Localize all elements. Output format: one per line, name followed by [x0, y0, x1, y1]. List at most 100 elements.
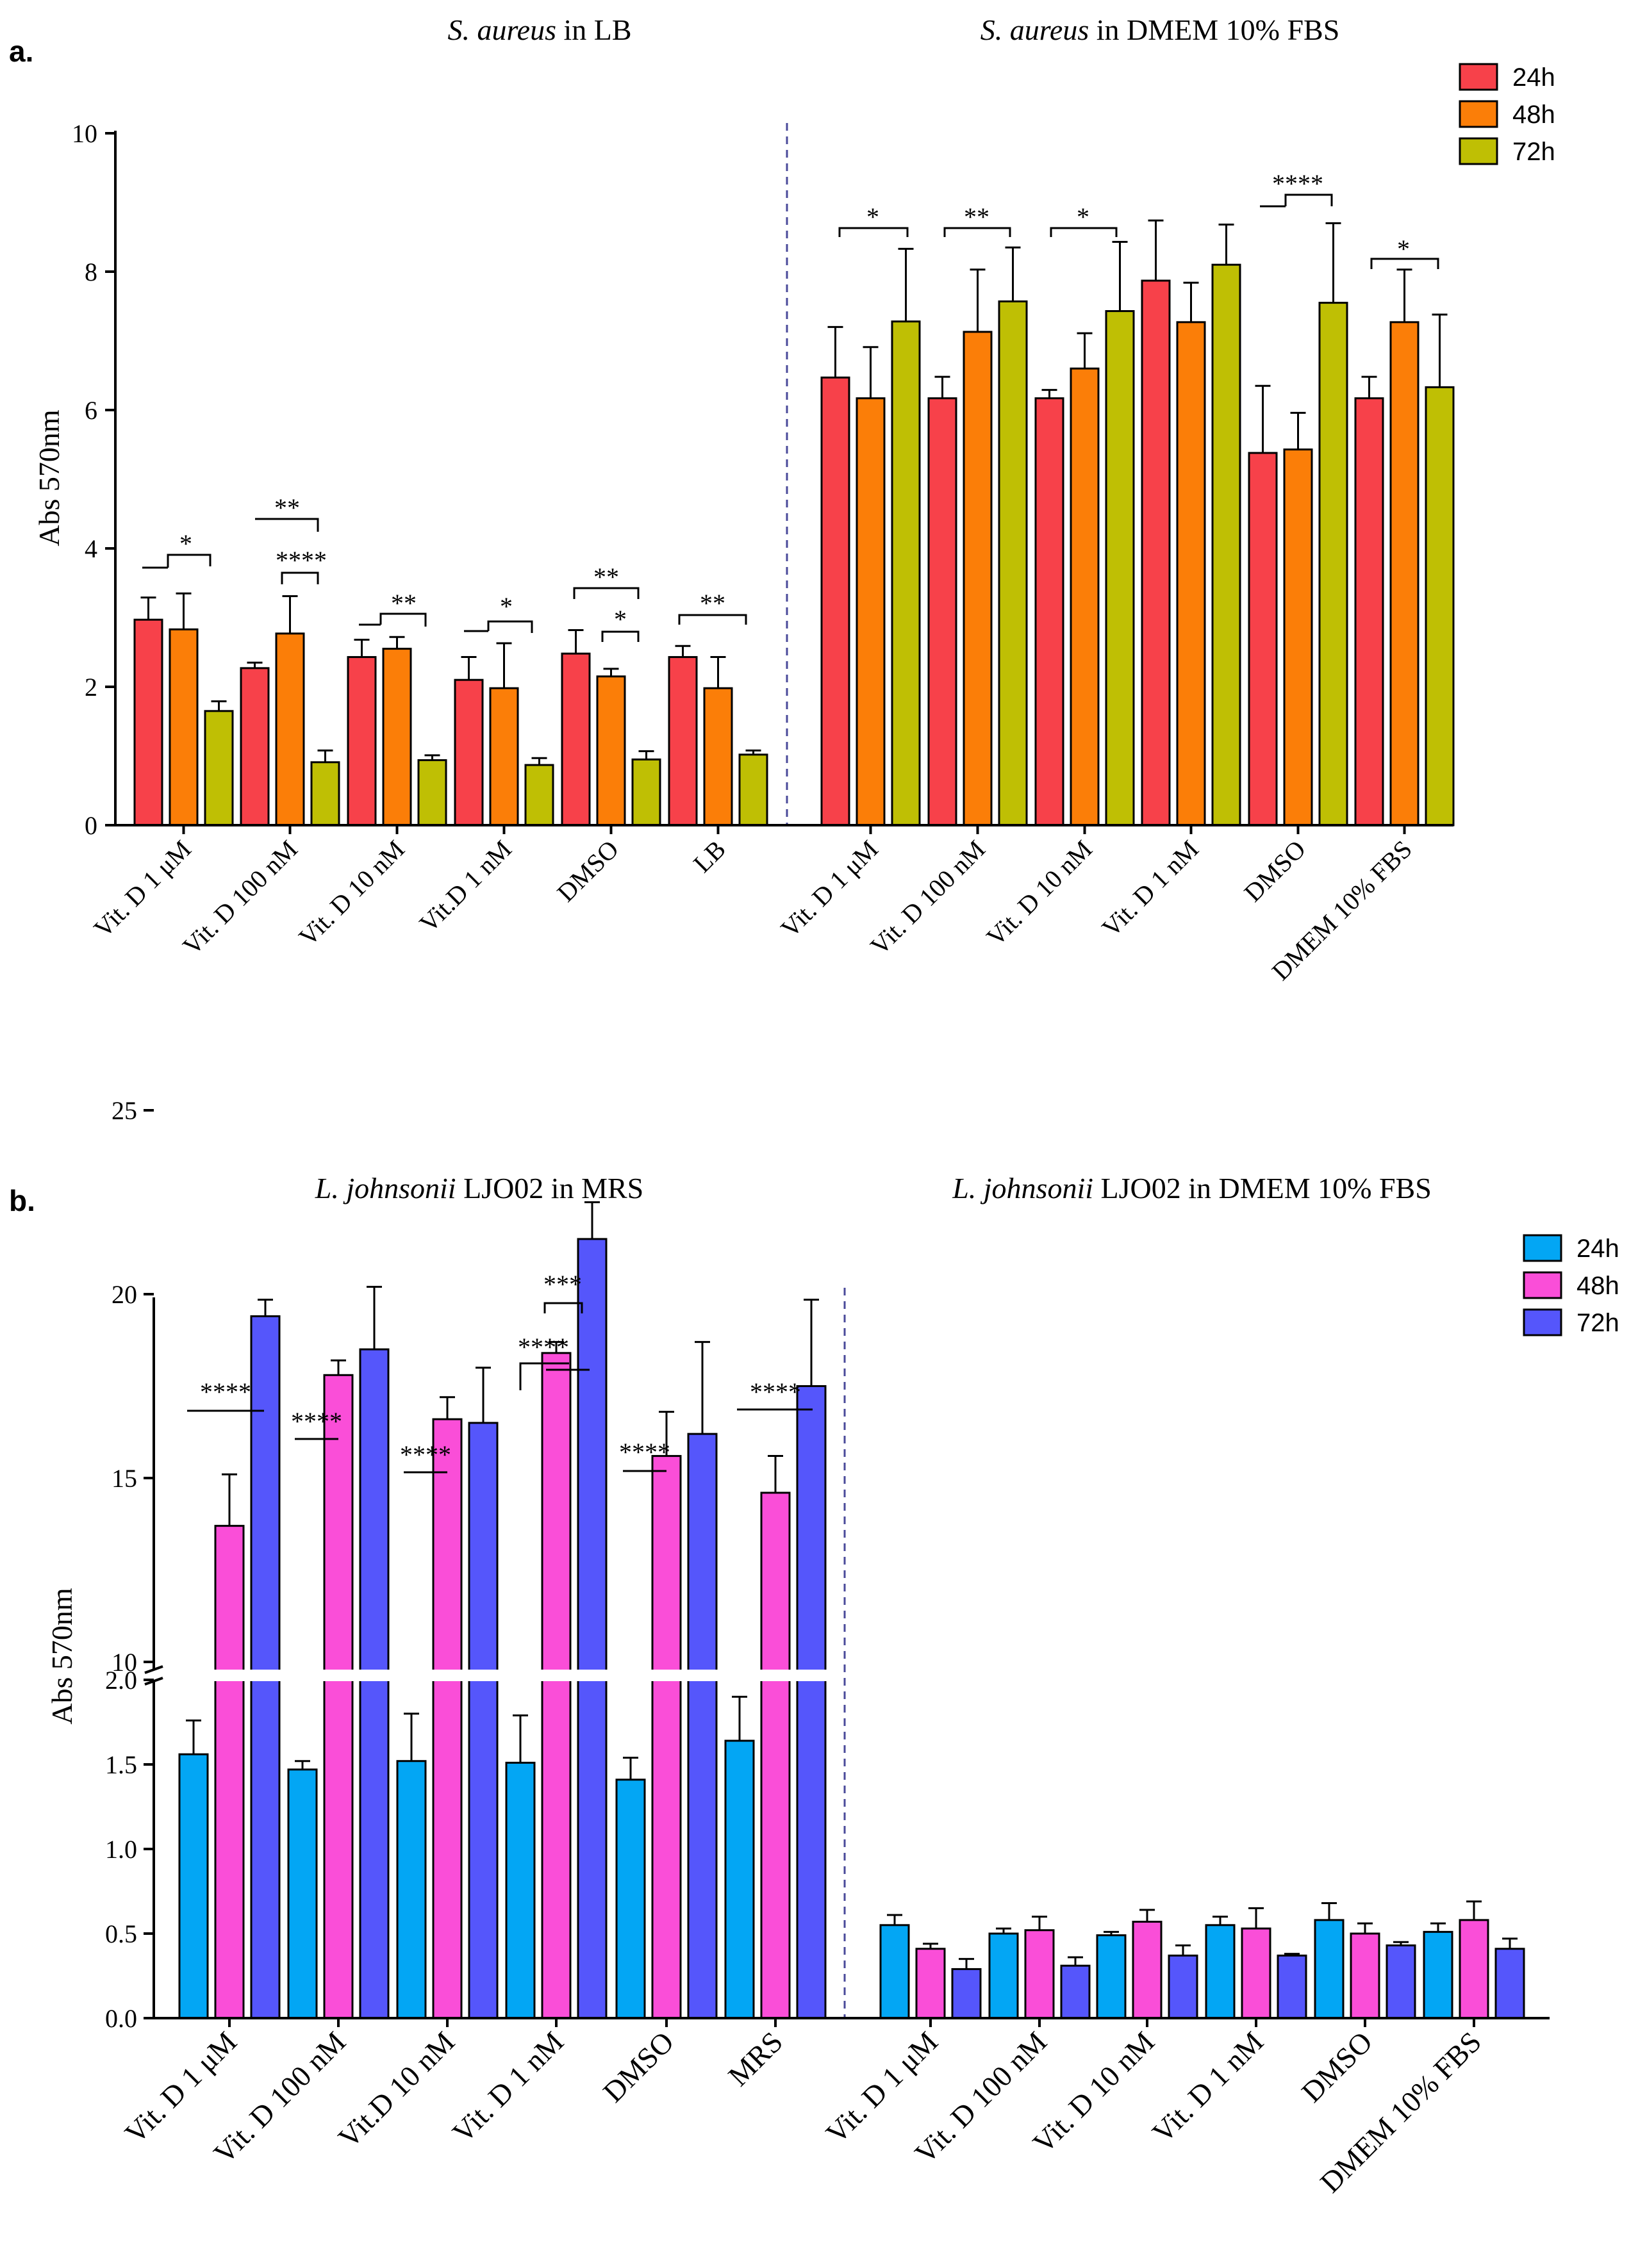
bar-b-0-6 [879, 1924, 910, 2019]
sig-line-a-12-0 [1370, 258, 1439, 269]
xtick-label-a-6: Vit. D 1 μM [775, 835, 883, 943]
bar-b-2-5 [796, 1385, 827, 2019]
sig-label-a-3: ** [391, 589, 417, 618]
bar-b-0-2 [396, 1760, 427, 2019]
bar-a-1-8 [1070, 367, 1100, 826]
sig-line-a-9-0 [943, 227, 1011, 237]
bar-a-0-2 [347, 656, 377, 826]
bar-a-1-3 [489, 687, 519, 826]
sig-label-b-1: **** [291, 1407, 342, 1436]
bar-a-2-6 [891, 320, 921, 826]
bar-b-1-8 [1132, 1921, 1163, 2019]
ytick-label-a-1: 2 [85, 673, 97, 702]
ytick-label-a-0: 0 [85, 811, 97, 840]
bar-a-1-11 [1389, 321, 1419, 826]
bar-b-1-11 [1459, 1919, 1489, 2019]
sig-line-b-4-0 [543, 1302, 583, 1313]
chart-b-axis-break-gap [117, 1670, 854, 1681]
legend-swatch-b-1 [1523, 1271, 1562, 1299]
sig-line-a-5-0 [573, 587, 640, 599]
legend-swatch-a-1 [1459, 100, 1498, 128]
sig-label-a-8: * [866, 202, 879, 231]
bar-a-0-11 [1354, 397, 1384, 826]
chart-a-y-ticks: 0 2 4 6 8 10 [72, 119, 115, 840]
bar-a-0-3 [454, 678, 484, 826]
bar-a-1-1 [275, 632, 305, 826]
bar-b-2-9 [1277, 1954, 1307, 2019]
legend-label-a-0: 24h [1512, 63, 1555, 92]
bar-a-2-5 [738, 753, 768, 826]
bar-a-2-10 [1318, 302, 1348, 826]
bar-a-1-5 [703, 687, 733, 826]
xtick-label-a-0: Vit. D 1 μM [88, 835, 196, 943]
sig-label-b-3: **** [518, 1333, 569, 1361]
sig-label-b-2: **** [400, 1440, 451, 1469]
bar-a-2-2 [417, 759, 447, 826]
sig-line-a-8-0 [838, 227, 909, 237]
sig-line-b-3-0 [519, 1362, 569, 1390]
bar-a-2-4 [631, 758, 661, 826]
panel-b-title-left: L. johnsonii LJO02 in MRS [315, 1172, 644, 1204]
sig-line-a-3-1 [379, 612, 427, 627]
chart-b: *************************** 0.00.51.01.5… [46, 1096, 1619, 2199]
xtick-label-a-9: Vit. D 1 nM [1096, 835, 1204, 942]
xtick-label-a-1: Vit. D 100 nM [177, 835, 303, 961]
bar-b-0-7 [988, 1932, 1019, 2019]
bar-b-1-6 [915, 1948, 946, 2019]
sig-label-b-4: *** [543, 1270, 582, 1299]
bar-b-1-4 [651, 1455, 682, 2019]
bar-b-0-8 [1096, 1934, 1127, 2019]
bar-b-1-7 [1024, 1929, 1055, 2019]
sig-label-a-2: **** [276, 546, 327, 575]
bar-a-1-0 [169, 628, 199, 826]
bar-a-0-5 [668, 656, 698, 826]
bar-b-0-0 [178, 1753, 209, 2019]
ytick-label-a-2: 4 [85, 534, 97, 563]
ytick-label-b-lower-3: 1.5 [105, 1750, 137, 1779]
ytick-label-a-5: 10 [72, 119, 97, 148]
legend-swatch-a-0 [1459, 63, 1498, 91]
ytick-label-a-3: 6 [85, 396, 97, 425]
bar-b-1-5 [760, 1491, 791, 2019]
bar-b-0-11 [1423, 1930, 1453, 2019]
sig-label-a-4: * [500, 592, 513, 621]
ytick-label-b-lower-1: 0.5 [105, 1919, 137, 1948]
sig-label-a-5: ** [593, 563, 619, 591]
chart-a-ylabel: Abs 570nm [33, 409, 65, 546]
sig-label-a-11: **** [1272, 169, 1323, 198]
sig-line-a-10-0 [1050, 227, 1118, 237]
bar-a-2-8 [1105, 310, 1135, 826]
bar-b-2-3 [577, 1238, 608, 2019]
sig-line-a-0-1 [167, 554, 211, 568]
bar-b-1-9 [1241, 1927, 1271, 2019]
bar-b-0-4 [615, 1779, 646, 2019]
legend-label-a-2: 72h [1512, 138, 1555, 166]
bar-b-0-5 [724, 1739, 755, 2019]
bar-a-2-11 [1425, 386, 1455, 826]
ytick-label-b-upper-0: 10 [112, 1648, 137, 1677]
sig-label-a-6: * [614, 605, 627, 634]
xtick-label-b-10: DMSO [1295, 2025, 1378, 2108]
bar-a-0-1 [240, 667, 270, 826]
bar-b-2-0 [250, 1315, 281, 2019]
bar-a-0-0 [133, 618, 163, 826]
xtick-label-b-9: Vit. D 1 nM [1146, 2025, 1270, 2149]
bar-b-2-1 [359, 1348, 390, 2019]
bar-a-1-10 [1283, 448, 1313, 826]
xtick-label-a-8: Vit. D 10 nM [981, 835, 1098, 952]
legend-swatch-b-0 [1523, 1234, 1562, 1262]
ytick-label-a-4: 8 [85, 258, 97, 286]
chart-b-error-bars [186, 1201, 1518, 1969]
bar-b-2-7 [1060, 1964, 1091, 2019]
bar-a-0-9 [1141, 279, 1171, 826]
chart-a-legend: 24h 48h 72h [1459, 63, 1555, 166]
bar-a-2-7 [998, 300, 1028, 826]
chart-b-significance: *************************** [187, 1270, 813, 1474]
chart-b-y-ticks: 0.0 0.5 1.0 1.5 2.010 15 20 25 [105, 1096, 154, 2033]
sig-label-a-1: ** [274, 493, 300, 522]
bar-b-0-9 [1205, 1924, 1236, 2019]
panel-a-label: a. [9, 35, 33, 68]
sig-line-a-4-1 [487, 620, 533, 633]
xtick-label-a-4: DMSO [551, 835, 624, 908]
